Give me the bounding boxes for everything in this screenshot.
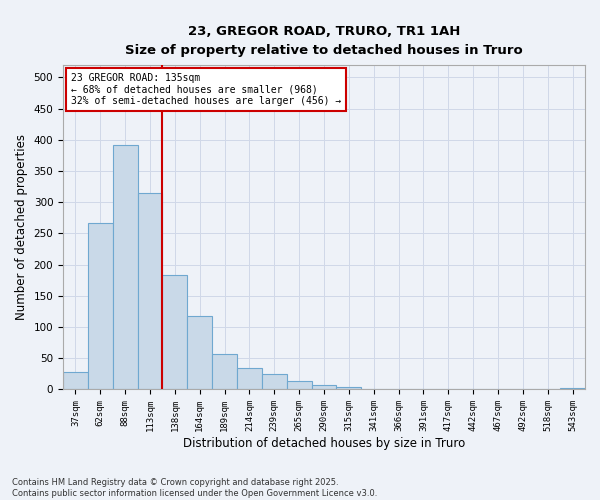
Y-axis label: Number of detached properties: Number of detached properties	[15, 134, 28, 320]
Bar	[262, 374, 287, 390]
X-axis label: Distribution of detached houses by size in Truro: Distribution of detached houses by size …	[183, 437, 465, 450]
Bar	[237, 368, 262, 390]
Bar	[386, 389, 411, 390]
Bar	[113, 145, 137, 390]
Bar	[88, 223, 113, 390]
Bar	[212, 354, 237, 390]
Bar	[560, 388, 585, 390]
Bar	[337, 387, 361, 390]
Text: 23 GREGOR ROAD: 135sqm
← 68% of detached houses are smaller (968)
32% of semi-de: 23 GREGOR ROAD: 135sqm ← 68% of detached…	[71, 73, 341, 106]
Bar	[411, 389, 436, 390]
Bar	[163, 276, 187, 390]
Bar	[361, 389, 386, 390]
Bar	[311, 385, 337, 390]
Title: 23, GREGOR ROAD, TRURO, TR1 1AH
Size of property relative to detached houses in : 23, GREGOR ROAD, TRURO, TR1 1AH Size of …	[125, 25, 523, 57]
Bar	[137, 193, 163, 390]
Bar	[63, 372, 88, 390]
Text: Contains HM Land Registry data © Crown copyright and database right 2025.
Contai: Contains HM Land Registry data © Crown c…	[12, 478, 377, 498]
Bar	[287, 382, 311, 390]
Bar	[187, 316, 212, 390]
